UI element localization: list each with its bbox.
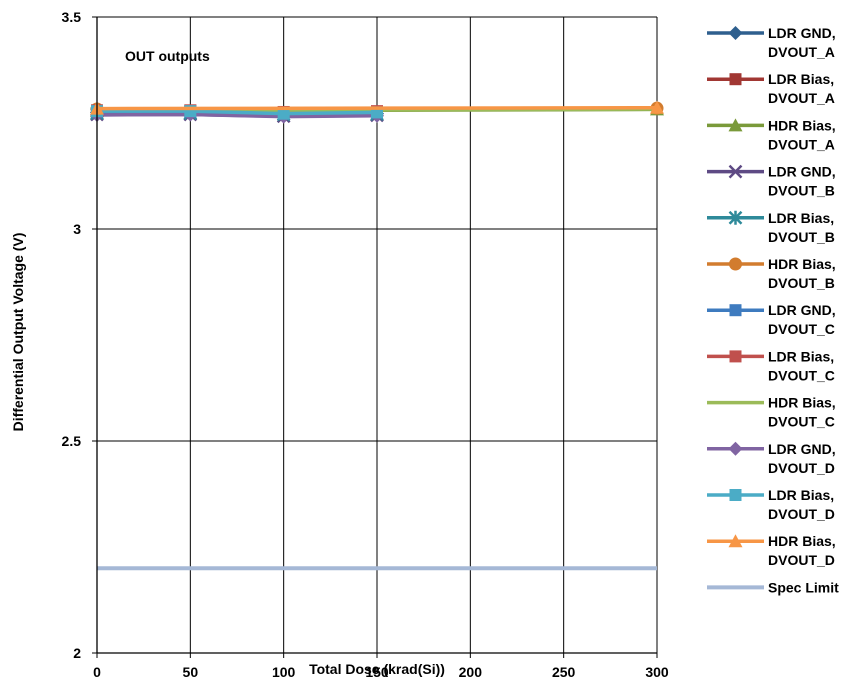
legend-label: LDR GND, bbox=[768, 164, 836, 180]
legend-label: LDR Bias, bbox=[768, 210, 834, 226]
y-tick-label: 2.5 bbox=[62, 433, 82, 449]
legend-label: DVOUT_B bbox=[768, 275, 835, 291]
data-point bbox=[729, 73, 742, 86]
x-tick-label: 50 bbox=[183, 664, 199, 680]
legend-label: DVOUT_A bbox=[768, 44, 835, 60]
x-axis-title: Total Dose (krad(Si)) bbox=[309, 661, 445, 677]
legend-item: LDR GND, DVOUT_D bbox=[707, 441, 836, 476]
data-point bbox=[728, 26, 743, 40]
legend-label: LDR Bias, bbox=[768, 348, 834, 364]
y-axis-title: Differential Output Voltage (V) bbox=[10, 233, 26, 432]
legend-item: LDR GND, DVOUT_C bbox=[707, 302, 836, 337]
data-point bbox=[728, 534, 743, 548]
legend-label: LDR Bias, bbox=[768, 487, 834, 503]
legend-item: HDR Bias, DVOUT_D bbox=[707, 533, 836, 568]
legend-label: DVOUT_D bbox=[768, 506, 835, 522]
legend-item: HDR Bias, DVOUT_B bbox=[707, 256, 836, 291]
legend-item: LDR Bias, DVOUT_C bbox=[707, 348, 835, 383]
data-point bbox=[728, 118, 743, 132]
legend-label: LDR GND, bbox=[768, 441, 836, 457]
legend-label: DVOUT_A bbox=[768, 90, 835, 106]
legend-item: HDR Bias, DVOUT_C bbox=[707, 395, 836, 430]
x-tick-label: 250 bbox=[552, 664, 576, 680]
legend-item: LDR Bias, DVOUT_D bbox=[707, 487, 835, 522]
legend-item: LDR GND, DVOUT_A bbox=[707, 25, 836, 60]
legend-item: LDR GND, DVOUT_B bbox=[707, 164, 836, 199]
data-point bbox=[277, 107, 290, 120]
x-tick-label: 150 bbox=[365, 664, 389, 680]
legend-item: LDR Bias, DVOUT_B bbox=[707, 210, 835, 245]
series-layer bbox=[90, 100, 664, 571]
series-line bbox=[96, 112, 378, 119]
legend-label: DVOUT_B bbox=[768, 183, 835, 199]
legend-label: DVOUT_B bbox=[768, 229, 835, 245]
legend-label: Spec Limit bbox=[768, 579, 839, 595]
legend-label: LDR Bias, bbox=[768, 71, 834, 87]
legend-label: DVOUT_C bbox=[768, 367, 835, 383]
data-point bbox=[729, 304, 742, 317]
legend-label: DVOUT_D bbox=[768, 460, 835, 476]
x-tick-label: 0 bbox=[93, 664, 101, 680]
data-point bbox=[728, 164, 743, 179]
legend-item: Spec Limit bbox=[707, 579, 839, 595]
x-tick-label: 200 bbox=[459, 664, 483, 680]
legend-label: HDR Bias, bbox=[768, 533, 836, 549]
data-point bbox=[728, 441, 743, 456]
data-point bbox=[729, 350, 742, 363]
legend-item: LDR Bias, DVOUT_A bbox=[707, 71, 835, 106]
y-tick-label: 2 bbox=[73, 645, 81, 661]
legend-label: DVOUT_C bbox=[768, 414, 835, 430]
legend-label: HDR Bias, bbox=[768, 395, 836, 411]
series-line bbox=[96, 105, 658, 111]
legend-label: DVOUT_D bbox=[768, 552, 835, 568]
y-tick-label: 3.5 bbox=[62, 9, 82, 25]
legend-label: LDR GND, bbox=[768, 302, 836, 318]
data-point bbox=[728, 210, 743, 225]
y-tick-label: 3 bbox=[73, 221, 81, 237]
chart-annotation: OUT outputs bbox=[125, 48, 210, 64]
x-tick-label: 100 bbox=[272, 664, 296, 680]
legend-label: HDR Bias, bbox=[768, 117, 836, 133]
data-point bbox=[729, 257, 742, 271]
series-line bbox=[97, 109, 378, 116]
legend-item: HDR Bias, DVOUT_A bbox=[707, 117, 836, 152]
legend-label: HDR Bias, bbox=[768, 256, 836, 272]
legend-label: LDR GND, bbox=[768, 25, 836, 41]
legend-label: DVOUT_C bbox=[768, 321, 835, 337]
axes-layer: 0 50 100 150 200 250 300 2 2.5 3 3.5 bbox=[62, 9, 669, 680]
x-tick-label: 300 bbox=[645, 664, 669, 680]
data-point bbox=[729, 489, 742, 501]
legend-label: DVOUT_A bbox=[768, 136, 835, 152]
data-point bbox=[650, 100, 664, 114]
